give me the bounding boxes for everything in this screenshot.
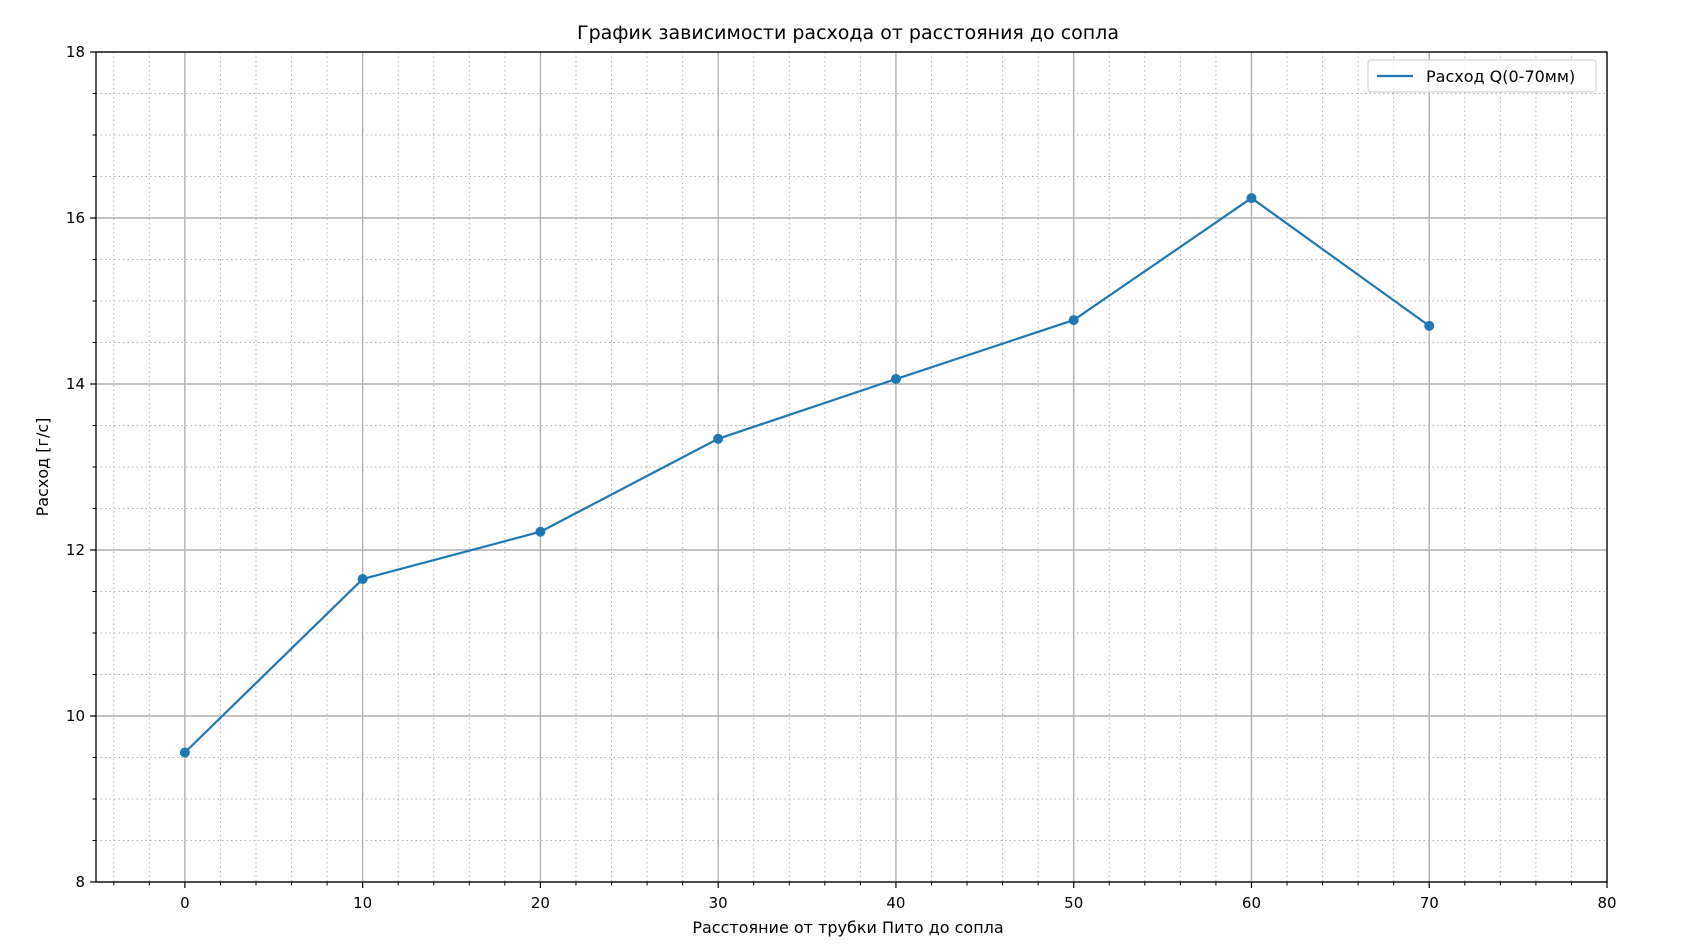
x-tick-label: 60 xyxy=(1242,894,1261,912)
y-tick-label: 12 xyxy=(66,541,85,559)
major-grid xyxy=(96,51,1608,883)
legend-label: Расход Q(0-70мм) xyxy=(1426,67,1575,86)
x-tick-label: 0 xyxy=(180,894,190,912)
y-tick-label: 16 xyxy=(66,209,85,227)
data-point xyxy=(713,433,724,444)
y-axis-label: Расход [г/с] xyxy=(33,418,52,517)
data-point xyxy=(179,747,190,758)
series-layer xyxy=(179,193,1435,758)
x-tick-label: 20 xyxy=(531,894,550,912)
legend-frame xyxy=(1367,59,1597,93)
legend: Расход Q(0-70мм) xyxy=(1367,59,1597,93)
data-point xyxy=(1068,315,1079,326)
y-tick-label: 14 xyxy=(66,375,85,393)
series-line xyxy=(184,196,1430,754)
data-point xyxy=(357,574,368,585)
x-tick-label: 80 xyxy=(1597,894,1616,912)
data-point xyxy=(1246,193,1257,204)
y-tick-label: 10 xyxy=(66,707,85,725)
data-point xyxy=(535,526,546,537)
axes-frame xyxy=(95,51,1608,883)
x-tick-label: 10 xyxy=(353,894,372,912)
axis-ticks: 0 10 20 30 40 50 60 70 80 8 10 12 14 16 18 xyxy=(66,43,1617,912)
y-tick-label: 18 xyxy=(66,43,85,61)
chart-title: График зависимости расхода от расстояния… xyxy=(577,22,1119,44)
x-tick-label: 50 xyxy=(1064,894,1083,912)
data-point xyxy=(1424,320,1435,331)
x-tick-label: 40 xyxy=(886,894,905,912)
x-tick-label: 70 xyxy=(1420,894,1439,912)
x-axis-label: Расстояние от трубки Пито до сопла xyxy=(692,918,1003,937)
x-tick-label: 30 xyxy=(709,894,728,912)
data-point xyxy=(890,374,901,385)
axes xyxy=(95,51,1608,883)
minor-grid xyxy=(96,52,1607,882)
y-tick-label: 8 xyxy=(75,873,85,891)
